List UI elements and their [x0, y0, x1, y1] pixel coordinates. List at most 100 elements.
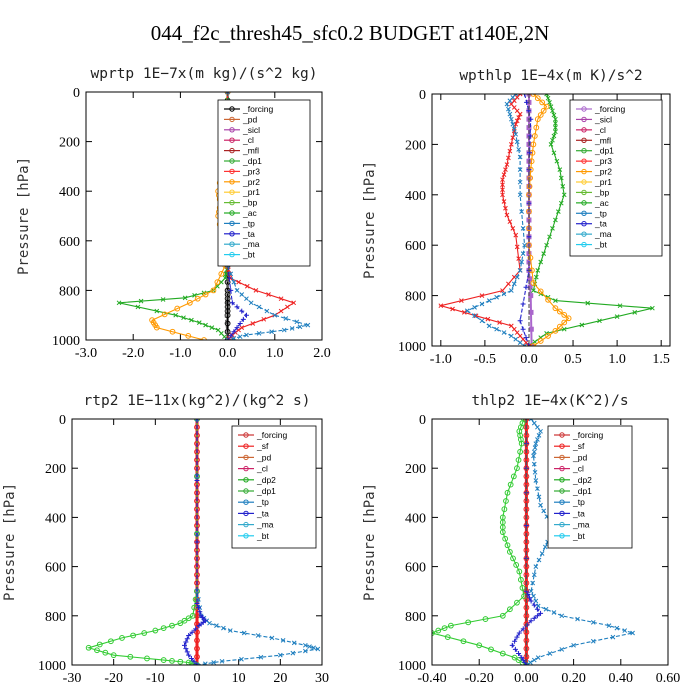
legend-label: _pd — [572, 452, 587, 462]
data-point-forcing — [194, 653, 200, 660]
data-point-ta — [228, 287, 234, 293]
data-point-tp — [258, 654, 264, 660]
data-point-ac — [160, 297, 166, 302]
data-point-bp — [565, 315, 572, 322]
data-point-dp1 — [177, 658, 184, 665]
data-point-ac — [544, 331, 549, 336]
legend-label: _dp1 — [242, 156, 262, 166]
data-point-ac — [553, 125, 558, 130]
legend-marker — [581, 168, 587, 175]
legend-label: _mfl — [242, 146, 259, 156]
legend-marker — [229, 158, 235, 164]
legend-marker — [243, 454, 249, 461]
legend-label: _pr3 — [594, 156, 612, 166]
data-point-ac — [538, 259, 544, 265]
legend-marker — [559, 510, 565, 517]
legend-label: _ac — [594, 198, 609, 208]
x-tick-label: 0.60 — [656, 671, 681, 686]
data-point-ac — [547, 100, 552, 105]
chart-panel-2: wpthlp 1E−4x(m K)/s^2 Pressure [hPa] -1.0 -… — [362, 68, 671, 367]
data-point-tp — [517, 179, 523, 185]
data-point-tp — [517, 167, 523, 172]
data-point-ta — [514, 634, 520, 640]
data-point-dp1 — [513, 562, 520, 568]
x-tick-label: -1.0 — [169, 346, 191, 361]
data-point-tp — [551, 610, 557, 615]
data-point-dp1 — [517, 576, 524, 583]
data-point-ta — [516, 651, 522, 657]
data-point-dp1 — [435, 627, 442, 634]
data-point-ta — [194, 539, 200, 545]
legend: _forcing_pd_sicl_cl_mfl_dp1_pr3_pr2_pr1_… — [217, 99, 311, 267]
data-point-ac — [617, 303, 623, 309]
data-point-ac — [553, 116, 558, 122]
legend-label: _cl — [572, 464, 584, 474]
data-point-dp1 — [506, 281, 511, 287]
data-point-dp1 — [141, 630, 148, 636]
data-point-bp — [543, 103, 550, 110]
plot-frame — [431, 418, 669, 666]
data-point-dp1 — [291, 300, 297, 306]
legend-marker — [581, 158, 587, 164]
data-point-dp1 — [278, 296, 284, 302]
data-point-tp — [494, 326, 499, 332]
data-point-tp — [207, 620, 212, 626]
x-tick-label: 2.0 — [313, 346, 331, 361]
data-point-ta — [528, 598, 534, 604]
data-point-tp — [531, 420, 537, 426]
data-point-tp — [294, 319, 300, 325]
data-point-dp1 — [476, 642, 483, 649]
data-point-tp — [535, 424, 540, 430]
data-point-tp — [486, 298, 492, 303]
data-point-dp1 — [517, 448, 524, 455]
data-point-tp — [517, 192, 523, 198]
data-point-dp1 — [444, 634, 451, 641]
data-point-bp — [530, 94, 537, 97]
data-point-tp — [277, 652, 283, 658]
data-point-tp — [227, 628, 233, 633]
data-point-ta — [531, 615, 537, 621]
data-point-ta — [194, 419, 200, 422]
data-point-dp1 — [169, 622, 175, 629]
data-point-bp — [161, 311, 168, 318]
data-point-tp — [539, 551, 545, 556]
data-point-tp — [532, 469, 538, 475]
y-tick-label: 400 — [405, 511, 426, 526]
data-point-dp1 — [510, 555, 516, 562]
data-point-ta — [184, 636, 190, 642]
x-tick-label: -0.20 — [465, 671, 494, 686]
data-point-ta — [509, 642, 515, 648]
data-point-dp1 — [517, 111, 523, 117]
x-tick-label: 1.0 — [266, 346, 284, 361]
series-line-tp — [526, 419, 635, 665]
legend-marker — [229, 210, 235, 216]
legend-label: _dp1 — [256, 486, 276, 496]
y-tick-label: 400 — [59, 185, 80, 200]
data-point-ac — [218, 279, 224, 285]
data-point-ta — [527, 150, 533, 156]
data-point-dp1 — [160, 657, 167, 663]
data-point-ac — [550, 108, 555, 114]
data-point-bp — [539, 99, 546, 106]
data-point-tp — [571, 642, 576, 648]
data-point-tp — [531, 657, 537, 663]
data-point-dp1 — [500, 177, 505, 183]
data-point-dp1 — [278, 308, 284, 314]
legend-marker — [243, 443, 249, 449]
data-point-ac — [551, 112, 557, 118]
data-point-tp — [535, 655, 541, 660]
legend-marker — [581, 200, 587, 206]
data-point-tp — [531, 593, 536, 599]
data-point-dp1 — [110, 652, 117, 659]
data-point-dp1 — [189, 612, 196, 619]
y-tick-label: 600 — [405, 561, 426, 576]
data-point-ta — [234, 304, 240, 310]
data-point-dp1 — [459, 298, 464, 303]
x-tick-label: 20 — [273, 671, 287, 686]
data-point-ta — [237, 320, 243, 326]
data-point-forcing — [523, 424, 530, 431]
data-point-dp1 — [85, 644, 92, 651]
data-point-ta — [527, 595, 533, 601]
data-point-dp1 — [460, 638, 467, 645]
x-tick-label: -0.40 — [417, 671, 446, 686]
